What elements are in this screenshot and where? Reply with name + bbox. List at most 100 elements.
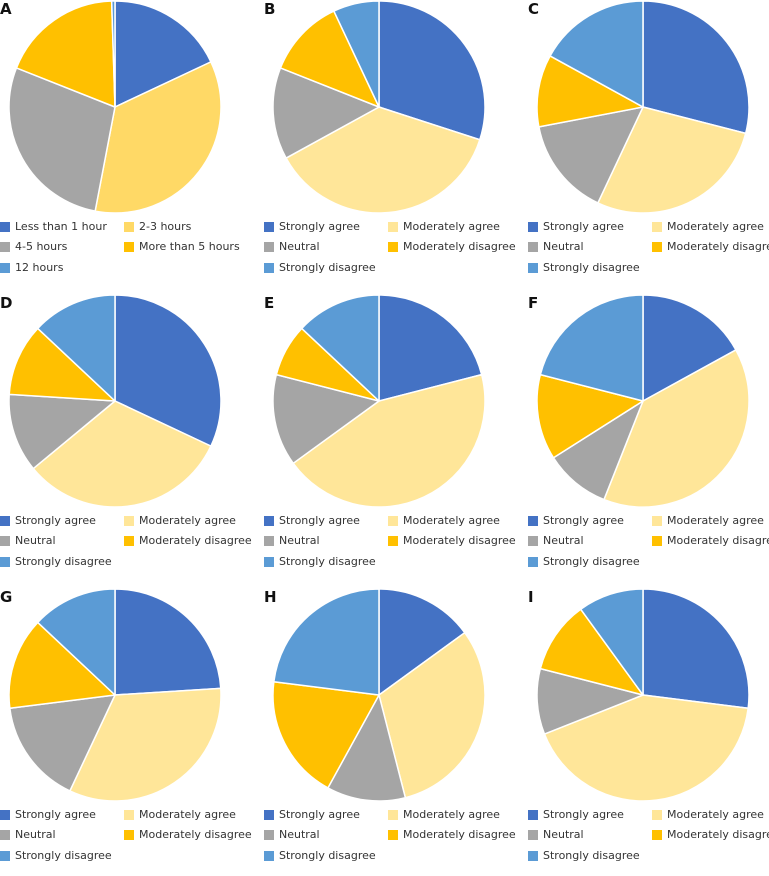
- legend: Strongly agree Moderately agree Neutral Mod…: [528, 220, 769, 285]
- pie-slice-moderately-disagree: [279, 10, 380, 108]
- legend-label: Strongly agree: [543, 514, 624, 527]
- pie-slice-moderately-agree: [69, 687, 222, 802]
- legend-label: Moderately disagree: [139, 534, 252, 547]
- legend: Strongly agree Moderately agree Neutral Mod…: [528, 514, 769, 579]
- legend-label: 12 hours: [15, 261, 64, 274]
- panel-letter: B: [264, 0, 276, 18]
- pie-slice-neutral: [272, 373, 380, 465]
- legend-label: Strongly disagree: [15, 555, 112, 568]
- pie-slice-strongly-disagree: [333, 0, 380, 108]
- legend-swatch: [0, 263, 10, 273]
- legend-swatch: [0, 536, 10, 546]
- legend-label: Neutral: [543, 828, 584, 841]
- pie-chart: [8, 294, 222, 508]
- pie-chart: [272, 0, 486, 214]
- legend-swatch: [0, 830, 10, 840]
- pie-slice-strongly-agree: [378, 294, 483, 402]
- legend-swatch: [652, 810, 662, 820]
- pie-slice-strongly-agree: [642, 294, 737, 402]
- pie-slice-neutral: [272, 67, 380, 159]
- panel-letter: A: [0, 0, 12, 18]
- legend-swatch: [652, 536, 662, 546]
- panel-a: A Less than 1 hour 2-3 hours 4-5 hours More …: [0, 0, 256, 288]
- legend-label: 2-3 hours: [139, 220, 192, 233]
- pie-slice-moderately-disagree: [539, 608, 644, 696]
- legend-swatch: [264, 242, 274, 252]
- legend-label: Moderately disagree: [139, 828, 252, 841]
- pie-slice-moderately-disagree: [272, 680, 380, 789]
- legend-swatch: [264, 830, 274, 840]
- legend-label: Strongly agree: [279, 808, 360, 821]
- legend-swatch: [388, 536, 398, 546]
- legend-label: 4-5 hours: [15, 240, 68, 253]
- legend-label: Strongly disagree: [543, 849, 640, 862]
- legend-label: Strongly disagree: [279, 849, 376, 862]
- legend-label: Moderately agree: [667, 514, 764, 527]
- legend-swatch: [124, 830, 134, 840]
- pie-slice-strongly-agree: [114, 294, 222, 447]
- pie-slice-strongly-agree: [378, 588, 466, 696]
- legend: Strongly agree Moderately agree Neutral Mod…: [264, 808, 520, 873]
- legend-label: Moderately disagree: [403, 828, 516, 841]
- pie-chart: [272, 588, 486, 802]
- pie-slice-12-hours: [110, 0, 116, 108]
- legend-label: Strongly disagree: [15, 849, 112, 862]
- legend: Strongly agree Moderately agree Neutral Mod…: [528, 808, 769, 873]
- legend-label: Moderately agree: [667, 220, 764, 233]
- legend-swatch: [264, 516, 274, 526]
- pie-chart: [8, 0, 222, 214]
- legend-swatch: [388, 830, 398, 840]
- panel-d: D Strongly agree Moderately agree Neutral Mo…: [0, 294, 256, 582]
- legend-label: Strongly agree: [279, 514, 360, 527]
- pie-slice-moderately-agree: [597, 106, 747, 214]
- pie-slice-strongly-disagree: [579, 588, 644, 696]
- legend-label: Neutral: [279, 828, 320, 841]
- panel-f: F Strongly agree Moderately agree Neutral Mo…: [528, 294, 769, 582]
- pie-slice-moderately-agree: [285, 106, 481, 214]
- legend-swatch: [0, 222, 10, 232]
- pie-slice-moderately-disagree: [536, 55, 644, 128]
- pie-slice-neutral: [327, 694, 407, 802]
- pie-slice-strongly-disagree: [539, 294, 644, 402]
- legend-swatch: [264, 557, 274, 567]
- legend-label: Neutral: [279, 240, 320, 253]
- legend-swatch: [528, 516, 538, 526]
- pie-chart: [536, 0, 750, 214]
- pie-slice-less-than-1-hour: [114, 0, 212, 108]
- panel-letter: D: [0, 294, 13, 312]
- legend-swatch: [652, 222, 662, 232]
- pie-chart: [536, 588, 750, 802]
- legend-label: Strongly disagree: [543, 555, 640, 568]
- panel-e: E Strongly agree Moderately agree Neutral Mo…: [264, 294, 520, 582]
- legend: Strongly agree Moderately agree Neutral Mod…: [264, 220, 520, 285]
- pie-slice-neutral: [8, 393, 116, 470]
- pie-slice-moderately-agree: [32, 400, 212, 508]
- legend: Strongly agree Moderately agree Neutral Mod…: [0, 514, 256, 579]
- pie-chart: [272, 294, 486, 508]
- pie-slice-strongly-agree: [642, 0, 750, 135]
- panel-letter: I: [528, 588, 534, 606]
- legend-label: Moderately agree: [139, 514, 236, 527]
- legend-label: Moderately agree: [667, 808, 764, 821]
- legend-swatch: [388, 222, 398, 232]
- pie-slice-strongly-agree: [378, 0, 486, 141]
- pie-slice-strongly-agree: [114, 588, 222, 696]
- legend-label: Neutral: [543, 534, 584, 547]
- legend-swatch: [528, 557, 538, 567]
- legend-label: Strongly disagree: [279, 261, 376, 274]
- panel-letter: E: [264, 294, 275, 312]
- legend-label: Strongly agree: [279, 220, 360, 233]
- legend-swatch: [264, 263, 274, 273]
- pie-slice-neutral: [538, 106, 644, 204]
- pie-slice-strongly-disagree: [300, 294, 380, 402]
- panel-g: G Strongly agree Moderately agree Neutral Mo…: [0, 588, 256, 876]
- pie-slice-strongly-disagree: [273, 588, 380, 696]
- legend-label: Moderately agree: [403, 808, 500, 821]
- legend-swatch: [264, 222, 274, 232]
- pie-chart: [8, 588, 222, 802]
- panel-letter: C: [528, 0, 540, 18]
- pie-slice-neutral: [9, 694, 116, 792]
- legend-label: Strongly disagree: [543, 261, 640, 274]
- panel-letter: G: [0, 588, 13, 606]
- legend-label: Moderately agree: [403, 514, 500, 527]
